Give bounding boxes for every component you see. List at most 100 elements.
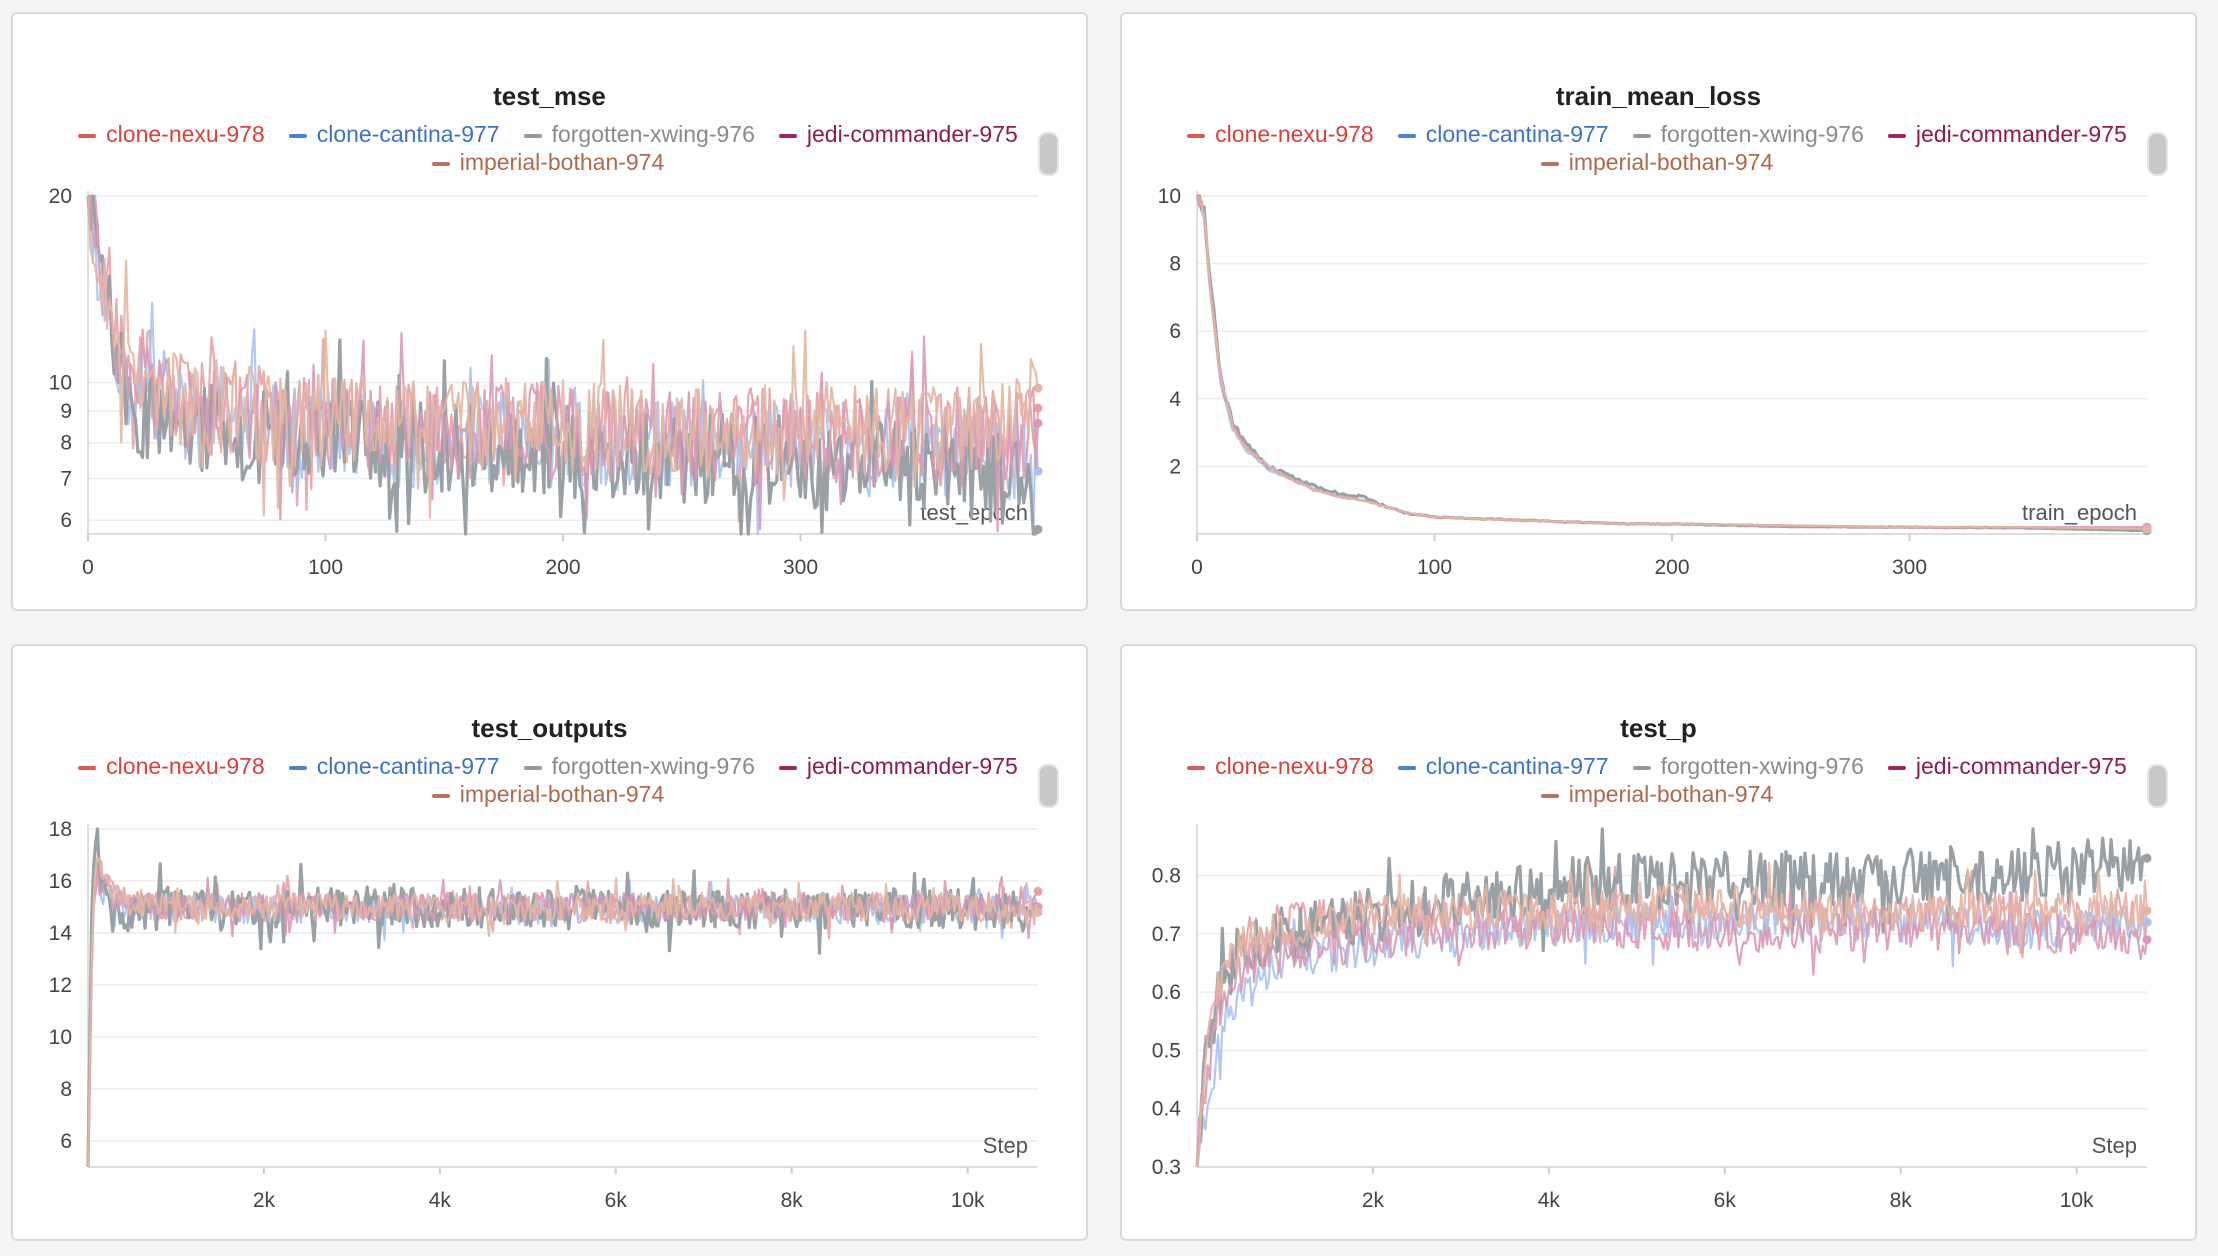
legend-label: jedi-commander-975 (1915, 121, 2127, 147)
legend-swatch (1632, 133, 1651, 138)
legend-swatch (1540, 161, 1559, 166)
x-axis-label: test_epoch (920, 500, 1028, 525)
chart-title: test_mse (493, 81, 606, 111)
legend-label: imperial-bothan-974 (1568, 149, 1774, 175)
legend-item-clone-nexu-978[interactable]: clone-nexu-978 (1187, 752, 1374, 780)
legend-item-jedi-commander-975[interactable]: jedi-commander-975 (778, 120, 1018, 148)
x-axis-label: Step (983, 1133, 1028, 1158)
chart-legend: clone-nexu-978 clone-cantina-977 forgotten… (1162, 120, 2152, 176)
legend-item-jedi-commander-975[interactable]: jedi-commander-975 (1887, 120, 2127, 148)
legend-item-imperial-bothan-974[interactable]: imperial-bothan-974 (431, 780, 665, 808)
legend-item-clone-nexu-978[interactable]: clone-nexu-978 (78, 752, 265, 780)
legend-item-jedi-commander-975[interactable]: jedi-commander-975 (1887, 752, 2127, 780)
chart-title: test_outputs (471, 713, 628, 743)
series-end-point-clone-cantina-977 (2142, 917, 2152, 927)
x-axis-label: Step (2092, 1133, 2137, 1158)
legend-item-forgotten-xwing-976[interactable]: forgotten-xwing-976 (1632, 752, 1864, 780)
legend-label: clone-nexu-978 (1215, 753, 1374, 779)
legend-scrollbar[interactable] (2147, 132, 2168, 176)
legend-label: forgotten-xwing-976 (551, 753, 755, 779)
legend-label: imperial-bothan-974 (1568, 781, 1774, 807)
legend-label: clone-nexu-978 (106, 753, 265, 779)
legend-label: jedi-commander-975 (806, 121, 1018, 147)
legend-item-clone-nexu-978[interactable]: clone-nexu-978 (1187, 120, 1374, 148)
legend-label: imperial-bothan-974 (459, 781, 665, 807)
x-tick-label: 2k (1362, 1189, 1385, 1212)
legend-swatch (1397, 133, 1416, 138)
legend-item-clone-cantina-977[interactable]: clone-cantina-977 (1397, 120, 1609, 148)
legend-item-jedi-commander-975[interactable]: jedi-commander-975 (778, 752, 1018, 780)
legend-swatch (1540, 793, 1559, 798)
legend-item-forgotten-xwing-976[interactable]: forgotten-xwing-976 (1632, 120, 1864, 148)
y-tick-label: 7 (60, 468, 72, 491)
chart-panel-test-p[interactable]: test_p clone-nexu-978 clone-cantina-977 fo… (1120, 644, 2197, 1241)
chart-panel-test-mse[interactable]: test_mse clone-nexu-978 clone-cantina-977… (11, 12, 1088, 611)
x-tick-label: 200 (545, 556, 580, 579)
legend-item-clone-nexu-978[interactable]: clone-nexu-978 (78, 120, 265, 148)
chart-panel-test-outputs[interactable]: test_outputs clone-nexu-978 clone-cantina… (11, 644, 1088, 1241)
legend-swatch (778, 133, 797, 138)
y-tick-label: 12 (49, 974, 72, 997)
y-tick-label: 4 (1169, 388, 1181, 411)
legend-item-imperial-bothan-974[interactable]: imperial-bothan-974 (1540, 148, 1774, 176)
legend-label: forgotten-xwing-976 (1660, 753, 1864, 779)
legend-item-clone-cantina-977[interactable]: clone-cantina-977 (288, 752, 500, 780)
legend-scrollbar[interactable] (2147, 764, 2168, 808)
chart-panel-train-mean-loss[interactable]: train_mean_loss clone-nexu-978 clone-cant… (1120, 12, 2197, 611)
x-axis-label: train_epoch (2022, 500, 2137, 525)
legend-label: imperial-bothan-974 (459, 149, 665, 175)
series-line-clone-cantina-977 (1195, 879, 2149, 1168)
legend-item-clone-cantina-977[interactable]: clone-cantina-977 (288, 120, 500, 148)
y-tick-label: 0.6 (1152, 981, 1181, 1004)
y-tick-label: 0.3 (1152, 1156, 1181, 1179)
series-line-clone-cantina-977 (1195, 195, 2148, 531)
legend-label: forgotten-xwing-976 (551, 121, 755, 147)
series-end-point-clone-nexu-978 (1033, 886, 1043, 896)
series-end-point-forgotten-xwing-976 (2142, 853, 2152, 863)
series-end-point-clone-nexu-978 (1033, 403, 1043, 413)
x-tick-label: 6k (605, 1189, 628, 1212)
legend-label: clone-cantina-977 (1425, 121, 1609, 147)
x-tick-label: 2k (253, 1189, 276, 1212)
series-line-jedi-commander-975 (88, 194, 1040, 533)
y-tick-label: 6 (60, 509, 72, 532)
series-end-point-imperial-bothan-974 (1033, 907, 1043, 917)
legend-item-imperial-bothan-974[interactable]: imperial-bothan-974 (431, 148, 665, 176)
y-tick-label: 0.4 (1152, 1098, 1182, 1121)
x-tick-label: 100 (1417, 556, 1452, 579)
series-end-point-imperial-bothan-974 (2142, 524, 2152, 534)
y-tick-label: 10 (1158, 185, 1181, 208)
x-tick-label: 4k (1538, 1189, 1561, 1212)
y-tick-label: 6 (60, 1130, 72, 1153)
x-tick-label: 200 (1654, 556, 1689, 579)
legend-item-forgotten-xwing-976[interactable]: forgotten-xwing-976 (523, 120, 755, 148)
x-tick-label: 4k (429, 1189, 452, 1212)
y-tick-label: 20 (49, 185, 72, 208)
legend-scrollbar[interactable] (1038, 132, 1059, 176)
series-line-imperial-bothan-974 (1196, 195, 2148, 530)
legend-label: jedi-commander-975 (806, 753, 1018, 779)
legend-label: clone-nexu-978 (1215, 121, 1374, 147)
legend-scrollbar[interactable] (1038, 764, 1059, 808)
series-end-point-jedi-commander-975 (2142, 935, 2152, 945)
y-tick-label: 8 (1169, 253, 1181, 276)
y-tick-label: 10 (49, 1026, 72, 1049)
legend-item-forgotten-xwing-976[interactable]: forgotten-xwing-976 (523, 752, 755, 780)
legend-swatch (523, 765, 542, 770)
y-tick-label: 9 (60, 400, 72, 423)
test-outputs-plot[interactable]: 6 8 10 12 14 16 18 2k 4k 6k 8k 10k Step (13, 646, 1088, 1241)
chart-legend: clone-nexu-978 clone-cantina-977 forgotten… (1162, 752, 2152, 808)
legend-swatch (1887, 133, 1906, 138)
y-tick-label: 16 (49, 870, 72, 893)
legend-swatch (431, 793, 450, 798)
legend-item-clone-cantina-977[interactable]: clone-cantina-977 (1397, 752, 1609, 780)
x-tick-label: 8k (781, 1189, 804, 1212)
x-tick-label: 300 (783, 556, 818, 579)
chart-legend: clone-nexu-978 clone-cantina-977 forgotten… (53, 752, 1043, 808)
series-line-jedi-commander-975 (1195, 889, 2149, 1168)
legend-item-imperial-bothan-974[interactable]: imperial-bothan-974 (1540, 780, 1774, 808)
test-p-plot[interactable]: 0.3 0.4 0.5 0.6 0.7 0.8 2k 4k 6k 8k 10k Step (1122, 646, 2197, 1241)
y-tick-label: 8 (60, 432, 72, 455)
